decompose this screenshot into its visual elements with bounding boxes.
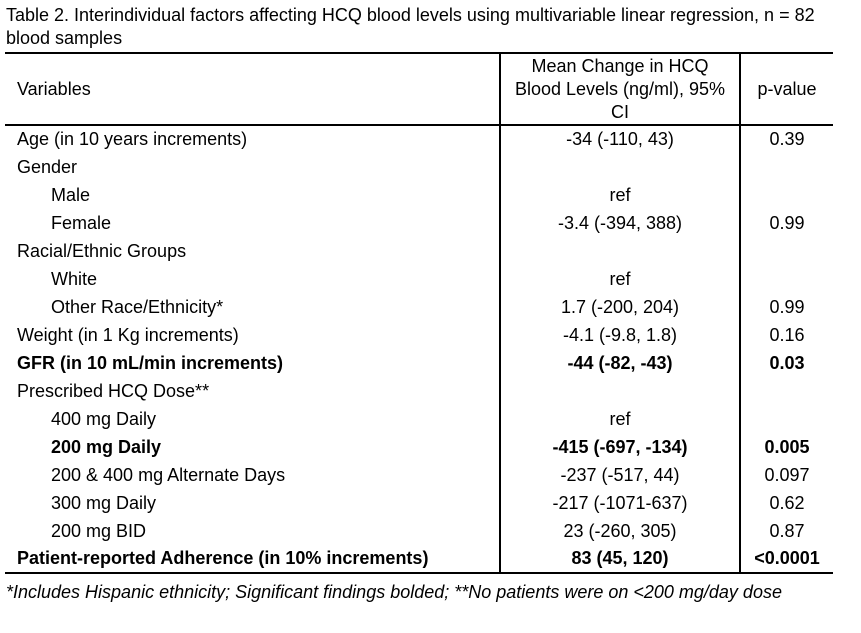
header-mean-change: Mean Change in HCQ Blood Levels (ng/ml),… xyxy=(499,53,740,126)
table-row: 200 & 400 mg Alternate Days -237 (-517, 4… xyxy=(5,461,833,489)
mean-change-cell: -4.1 (-9.8, 1.8) xyxy=(499,321,740,349)
variable-cell: 200 mg BID xyxy=(51,520,147,541)
p-value-cell xyxy=(739,153,833,181)
table-row: Prescribed HCQ Dose** xyxy=(5,377,833,405)
variable-cell: 200 & 400 mg Alternate Days xyxy=(51,464,286,485)
table-row: Female -3.4 (-394, 388) 0.99 xyxy=(5,209,833,237)
variable-cell: 400 mg Daily xyxy=(51,408,157,429)
variable-cell: 200 mg Daily xyxy=(51,436,162,457)
header-row: Variables Mean Change in HCQ Blood Level… xyxy=(5,53,833,126)
variable-cell: Male xyxy=(51,184,91,205)
mean-change-cell xyxy=(499,377,740,405)
mean-change-cell: ref xyxy=(499,265,740,293)
variable-cell: Weight (in 1 Kg increments) xyxy=(17,324,239,345)
variable-cell: Female xyxy=(51,212,112,233)
table-row: Other Race/Ethnicity* 1.7 (-200, 204) 0.99 xyxy=(5,293,833,321)
mean-change-cell: -237 (-517, 44) xyxy=(499,461,740,489)
variable-cell: GFR (in 10 mL/min increments) xyxy=(17,352,284,373)
table-header: Variables Mean Change in HCQ Blood Level… xyxy=(5,53,833,126)
mean-change-cell: 1.7 (-200, 204) xyxy=(499,293,740,321)
variable-cell: Age (in 10 years increments) xyxy=(17,129,248,149)
p-value-cell xyxy=(739,181,833,209)
variable-cell: Gender xyxy=(17,156,78,177)
regression-table: Variables Mean Change in HCQ Blood Level… xyxy=(5,52,833,574)
table-row: GFR (in 10 mL/min increments) -44 (-82, -… xyxy=(5,349,833,377)
p-value-cell: 0.39 xyxy=(739,125,833,153)
p-value-cell: 0.097 xyxy=(739,461,833,489)
table-row: Patient-reported Adherence (in 10% incre… xyxy=(5,545,833,573)
p-value-cell xyxy=(739,237,833,265)
mean-change-cell: -415 (-697, -134) xyxy=(499,433,740,461)
p-value-cell: 0.16 xyxy=(739,321,833,349)
table-caption: Table 2. Interindividual factors affecti… xyxy=(6,5,815,48)
table-row: Male ref xyxy=(5,181,833,209)
header-p-value: p-value xyxy=(739,53,833,126)
header-variables: Variables xyxy=(5,53,500,126)
table-row: Weight (in 1 Kg increments) -4.1 (-9.8, 1… xyxy=(5,321,833,349)
mean-change-cell: ref xyxy=(499,181,740,209)
p-value-cell: 0.005 xyxy=(739,433,833,461)
table-row: Racial/Ethnic Groups xyxy=(5,237,833,265)
mean-change-cell: -44 (-82, -43) xyxy=(499,349,740,377)
p-value-cell: 0.99 xyxy=(739,209,833,237)
mean-change-cell: -217 (-1071-637) xyxy=(499,489,740,517)
p-value-cell xyxy=(739,265,833,293)
variable-cell: Racial/Ethnic Groups xyxy=(17,240,187,261)
table-row: Gender xyxy=(5,153,833,181)
p-value-cell: 0.87 xyxy=(739,517,833,545)
table-row: 200 mg Daily -415 (-697, -134) 0.005 xyxy=(5,433,833,461)
variable-cell: White xyxy=(51,268,98,289)
variable-cell: 300 mg Daily xyxy=(51,492,157,513)
table-footnote: *Includes Hispanic ethnicity; Significan… xyxy=(6,582,782,602)
variable-cell: Prescribed HCQ Dose** xyxy=(17,380,210,401)
table-row: 400 mg Daily ref xyxy=(5,405,833,433)
mean-change-cell: 83 (45, 120) xyxy=(499,545,740,573)
mean-change-cell: ref xyxy=(499,405,740,433)
p-value-cell: 0.62 xyxy=(739,489,833,517)
table-row: 300 mg Daily -217 (-1071-637) 0.62 xyxy=(5,489,833,517)
p-value-cell: 0.03 xyxy=(739,349,833,377)
mean-change-cell xyxy=(499,153,740,181)
variable-cell: Patient-reported Adherence (in 10% incre… xyxy=(17,548,429,568)
table-row: White ref xyxy=(5,265,833,293)
mean-change-cell xyxy=(499,237,740,265)
table-row: Age (in 10 years increments) -34 (-110, 4… xyxy=(5,125,833,153)
p-value-cell: 0.99 xyxy=(739,293,833,321)
mean-change-cell: -3.4 (-394, 388) xyxy=(499,209,740,237)
mean-change-cell: 23 (-260, 305) xyxy=(499,517,740,545)
table-row: 200 mg BID 23 (-260, 305) 0.87 xyxy=(5,517,833,545)
p-value-cell xyxy=(739,377,833,405)
mean-change-cell: -34 (-110, 43) xyxy=(499,125,740,153)
variable-cell: Other Race/Ethnicity* xyxy=(51,296,224,317)
table-body: Age (in 10 years increments) -34 (-110, 4… xyxy=(5,125,833,573)
p-value-cell: <0.0001 xyxy=(739,545,833,573)
p-value-cell xyxy=(739,405,833,433)
